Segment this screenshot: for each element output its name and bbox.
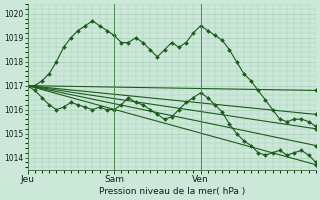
X-axis label: Pression niveau de la mer( hPa ): Pression niveau de la mer( hPa ) <box>99 187 245 196</box>
